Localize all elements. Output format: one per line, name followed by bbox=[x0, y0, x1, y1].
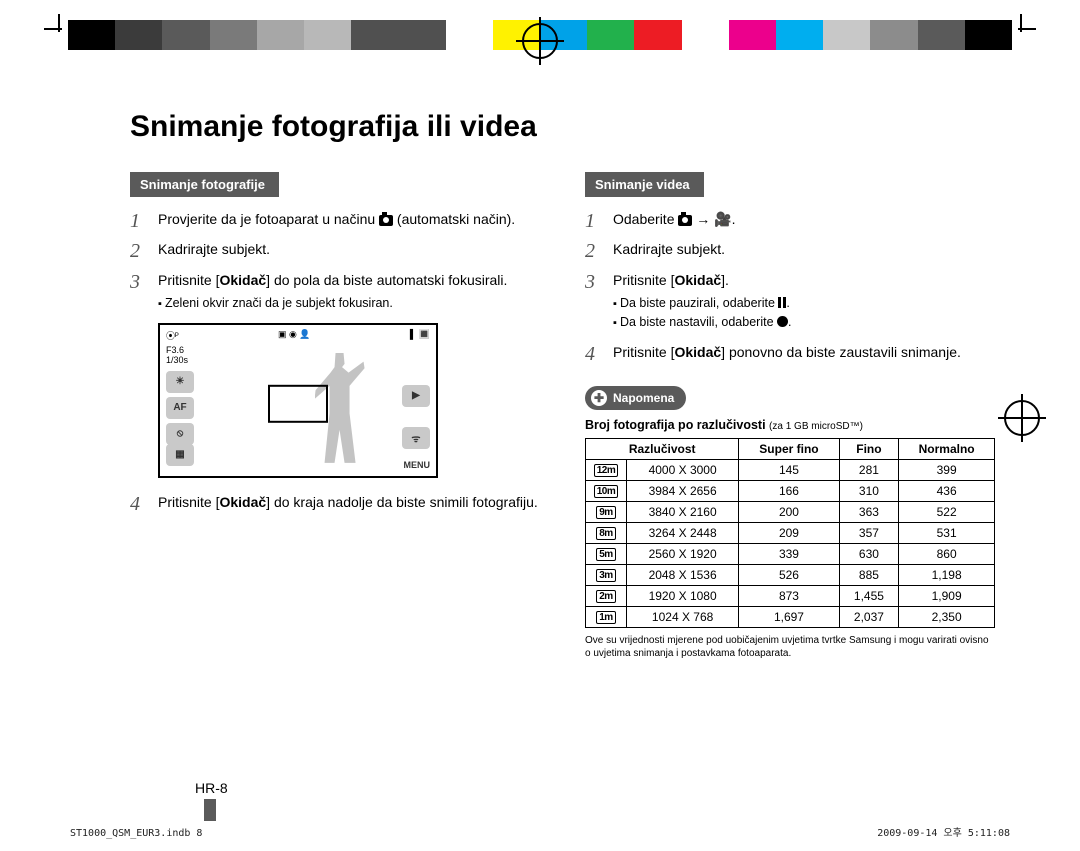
note-badge: ✚ Napomena bbox=[585, 386, 686, 410]
photo-step-1: 1 Provjerite da je fotoaparat u načinu (… bbox=[130, 209, 540, 229]
photo-step-3: 3 Pritisnite [Okidač] do pola da biste a… bbox=[130, 270, 540, 313]
table-row: 10m3984 X 2656166310436 bbox=[586, 481, 995, 502]
crop-tick bbox=[44, 28, 62, 30]
crop-tick bbox=[1018, 28, 1036, 30]
footer-timestamp: 2009-09-14 오후 5:11:08 bbox=[877, 824, 1010, 839]
video-step-2: 2Kadrirajte subjekt. bbox=[585, 239, 995, 259]
video-step-3: 3 Pritisnite [Okidač]. Da biste pauziral… bbox=[585, 270, 995, 332]
resolution-table: RazlučivostSuper finoFinoNormalno 12m400… bbox=[585, 438, 995, 628]
camera-lcd-illustration: ⦿ᴾ▣ ◉ 👤▌ 🔳 F3.6 1/30s ☀ AF ⦸ ▶ ᯤ ▦ MENU bbox=[158, 323, 438, 478]
section-heading-photo: Snimanje fotografije bbox=[130, 172, 279, 197]
camera-icon bbox=[678, 215, 692, 226]
table-row: 8m3264 X 2448209357531 bbox=[586, 523, 995, 544]
photo-step-2: 2Kadrirajte subjekt. bbox=[130, 239, 540, 259]
video-icon: 🎥 bbox=[714, 212, 731, 226]
camera-icon bbox=[379, 215, 393, 226]
table-row: 1m1024 X 7681,6972,0372,350 bbox=[586, 607, 995, 628]
table-row: 9m3840 X 2160200363522 bbox=[586, 502, 995, 523]
table-row: 12m4000 X 3000145281399 bbox=[586, 460, 995, 481]
pause-icon bbox=[778, 297, 786, 308]
page-number: HR-8 bbox=[195, 780, 228, 796]
focus-box bbox=[268, 385, 328, 423]
record-icon bbox=[777, 316, 788, 327]
table-row: 3m2048 X 15365268851,198 bbox=[586, 565, 995, 586]
video-step-1: 1 Odaberite → 🎥. bbox=[585, 209, 995, 229]
table-footnote: Ove su vrijednosti mjerene pod uobičajen… bbox=[585, 634, 995, 660]
registration-mark bbox=[522, 23, 558, 59]
page-number-bar bbox=[204, 799, 216, 821]
plus-icon: ✚ bbox=[591, 390, 607, 406]
video-step-4: 4 Pritisnite [Okidač] ponovno da biste z… bbox=[585, 342, 995, 362]
footer-filename: ST1000_QSM_EUR3.indb 8 bbox=[70, 828, 202, 839]
photo-step-4: 4 Pritisnite [Okidač] do kraja nadolje d… bbox=[130, 492, 540, 512]
page-title: Snimanje fotografija ili videa bbox=[130, 110, 995, 144]
table-row: 5m2560 X 1920339630860 bbox=[586, 544, 995, 565]
table-title: Broj fotografija po razlučivosti (za 1 G… bbox=[585, 418, 995, 432]
registration-mark bbox=[1004, 400, 1040, 436]
table-row: 2m1920 X 10808731,4551,909 bbox=[586, 586, 995, 607]
section-heading-video: Snimanje videa bbox=[585, 172, 704, 197]
